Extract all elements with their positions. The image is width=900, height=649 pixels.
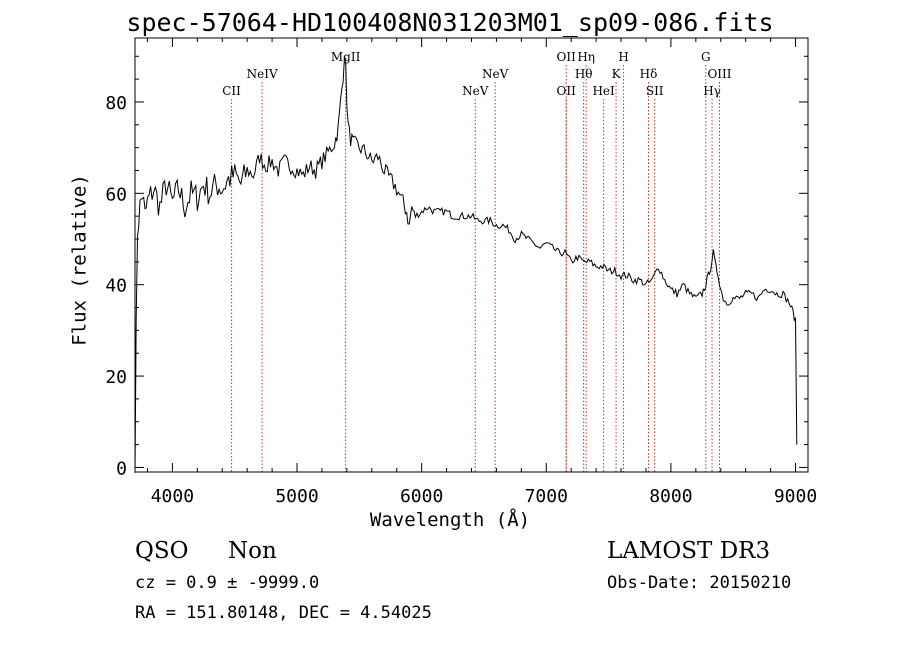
line-marker-label: Hδ [640,67,658,81]
axis-ticks: 4000 5000 6000 7000 8000 9000 0 20 40 60 80 [105,38,817,507]
line-marker-label: SII [646,84,664,98]
line-marker-label: Hθ [575,67,593,81]
obs-date-label: Obs-Date: 20150210 [607,573,792,593]
y-tick-label: 20 [105,367,127,388]
y-tick-label: 40 [105,276,127,297]
x-tick-label: 8000 [649,486,692,507]
y-tick-label: 60 [105,184,127,205]
y-axis-label: Flux (relative) [68,174,91,346]
coordinates-label: RA = 151.80148, DEC = 4.54025 [135,603,432,623]
line-marker-label: H [618,50,628,64]
x-tick-label: 9000 [774,486,817,507]
line-marker-label: NeV [482,67,509,81]
plot-frame [134,37,809,473]
x-tick-label: 4000 [151,486,194,507]
x-tick-label: 6000 [400,486,443,507]
line-marker-label: HeI [592,84,615,98]
redshift-label: cz = 0.9 ± -9999.0 [135,573,320,593]
line-marker-label: K [612,67,622,81]
subclass-label: Non [228,538,277,564]
line-marker-label: CII [222,84,241,98]
line-marker-label: NeV [462,84,489,98]
x-axis-label: Wavelength (Å) [369,509,531,531]
line-marker-label: Hη [577,50,595,64]
y-tick-label: 80 [105,93,127,114]
line-marker-label: Hγ [703,84,721,98]
line-marker-label: OIII [707,67,731,81]
classification-label: QSO [135,538,189,564]
x-tick-label: 7000 [525,486,568,507]
spectrum-line [134,57,798,473]
x-tick-label: 5000 [275,486,318,507]
emission-line-markers: CIINeIVMgIINeVNeVOIIOIIHηHθHeIKHHδSIIGHγ… [222,50,732,472]
chart-title: spec-57064-HD100408N031203M01_sp09-086.f… [126,8,774,37]
line-marker-label: OII [557,84,577,98]
line-marker-label: OII [557,50,577,64]
line-marker-label: MgII [331,50,361,64]
line-marker-label: NeIV [247,67,278,81]
y-tick-label: 0 [116,458,127,479]
line-marker-label: G [701,50,711,64]
survey-label: LAMOST DR3 [607,538,771,564]
